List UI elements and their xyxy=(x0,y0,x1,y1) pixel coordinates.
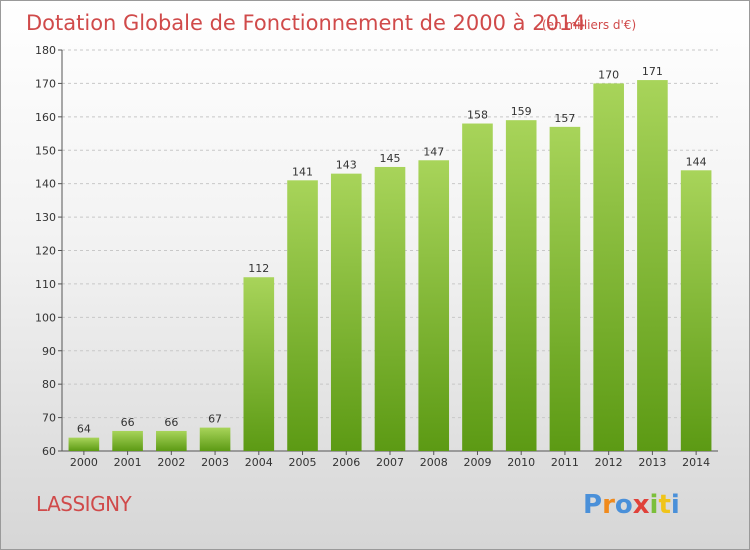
data-label: 64 xyxy=(77,423,91,436)
x-tick-label: 2009 xyxy=(463,456,491,469)
data-label: 112 xyxy=(248,262,269,275)
y-tick-label: 180 xyxy=(35,44,56,57)
x-tick-label: 2012 xyxy=(595,456,623,469)
proxiti-logo[interactable]: Proxiti xyxy=(583,490,680,520)
logo-letter: i xyxy=(649,490,659,520)
bar xyxy=(637,80,668,451)
plot-area: 60 70 80 90 100 110 120 130 140 150 160 170 180 64 200… xyxy=(35,44,718,469)
y-tick-label: 80 xyxy=(42,378,56,391)
bar xyxy=(287,180,318,451)
bar xyxy=(593,83,624,452)
data-label: 159 xyxy=(511,105,532,118)
x-tick-label: 2002 xyxy=(157,456,185,469)
logo-letter: P xyxy=(583,490,603,520)
x-tick-label: 2008 xyxy=(420,456,448,469)
data-label: 171 xyxy=(642,65,663,78)
y-tick-label: 130 xyxy=(35,211,56,224)
bar xyxy=(680,170,712,452)
x-tick-label: 2003 xyxy=(201,456,229,469)
x-tick-label: 2004 xyxy=(245,456,273,469)
x-tick-label: 2000 xyxy=(70,456,98,469)
chart-unit: (en milliers d'€) xyxy=(542,18,636,32)
bar xyxy=(199,427,231,451)
y-tick-label: 120 xyxy=(35,245,56,258)
logo-letter: r xyxy=(602,490,615,520)
x-tick-label: 2013 xyxy=(638,456,666,469)
data-label: 143 xyxy=(336,159,357,172)
x-tick-label: 2010 xyxy=(507,456,535,469)
logo-letter: x xyxy=(632,490,650,520)
data-label: 158 xyxy=(467,109,488,122)
data-label: 66 xyxy=(121,416,135,429)
bar xyxy=(505,120,537,452)
y-tick-label: 60 xyxy=(42,445,56,458)
data-label: 67 xyxy=(208,413,222,426)
bar xyxy=(330,173,362,451)
bar xyxy=(374,166,406,452)
y-tick-label: 150 xyxy=(35,144,56,157)
bar xyxy=(418,160,450,451)
x-tick-label: 2006 xyxy=(332,456,360,469)
x-tick-label: 2007 xyxy=(376,456,404,469)
y-tick-label: 160 xyxy=(35,111,56,124)
logo-letter: o xyxy=(614,490,633,520)
data-label: 157 xyxy=(554,112,575,125)
data-label: 144 xyxy=(686,155,707,168)
x-tick-label: 2011 xyxy=(551,456,579,469)
bar xyxy=(156,430,187,451)
bar xyxy=(462,123,493,452)
y-tick-label: 170 xyxy=(35,77,56,90)
bar xyxy=(68,437,100,451)
data-label: 145 xyxy=(380,152,401,165)
y-tick-label: 70 xyxy=(42,412,56,425)
data-label: 66 xyxy=(164,416,178,429)
logo-letter: t xyxy=(658,490,671,520)
y-tick-label: 140 xyxy=(35,178,56,191)
x-tick-label: 2001 xyxy=(114,456,142,469)
data-label: 141 xyxy=(292,165,313,178)
chart-title: Dotation Globale de Fonctionnement de 20… xyxy=(26,11,586,35)
bar xyxy=(243,277,275,451)
bar xyxy=(112,430,143,451)
data-label: 170 xyxy=(598,68,619,81)
logo-letter: i xyxy=(670,490,680,520)
x-tick-label: 2005 xyxy=(289,456,317,469)
bar xyxy=(549,126,581,451)
data-label: 147 xyxy=(423,145,444,158)
commune-name: LASSIGNY xyxy=(36,492,132,516)
y-tick-label: 90 xyxy=(42,345,56,358)
y-tick-label: 100 xyxy=(35,311,56,324)
y-tick-label: 110 xyxy=(35,278,56,291)
x-tick-label: 2014 xyxy=(682,456,710,469)
